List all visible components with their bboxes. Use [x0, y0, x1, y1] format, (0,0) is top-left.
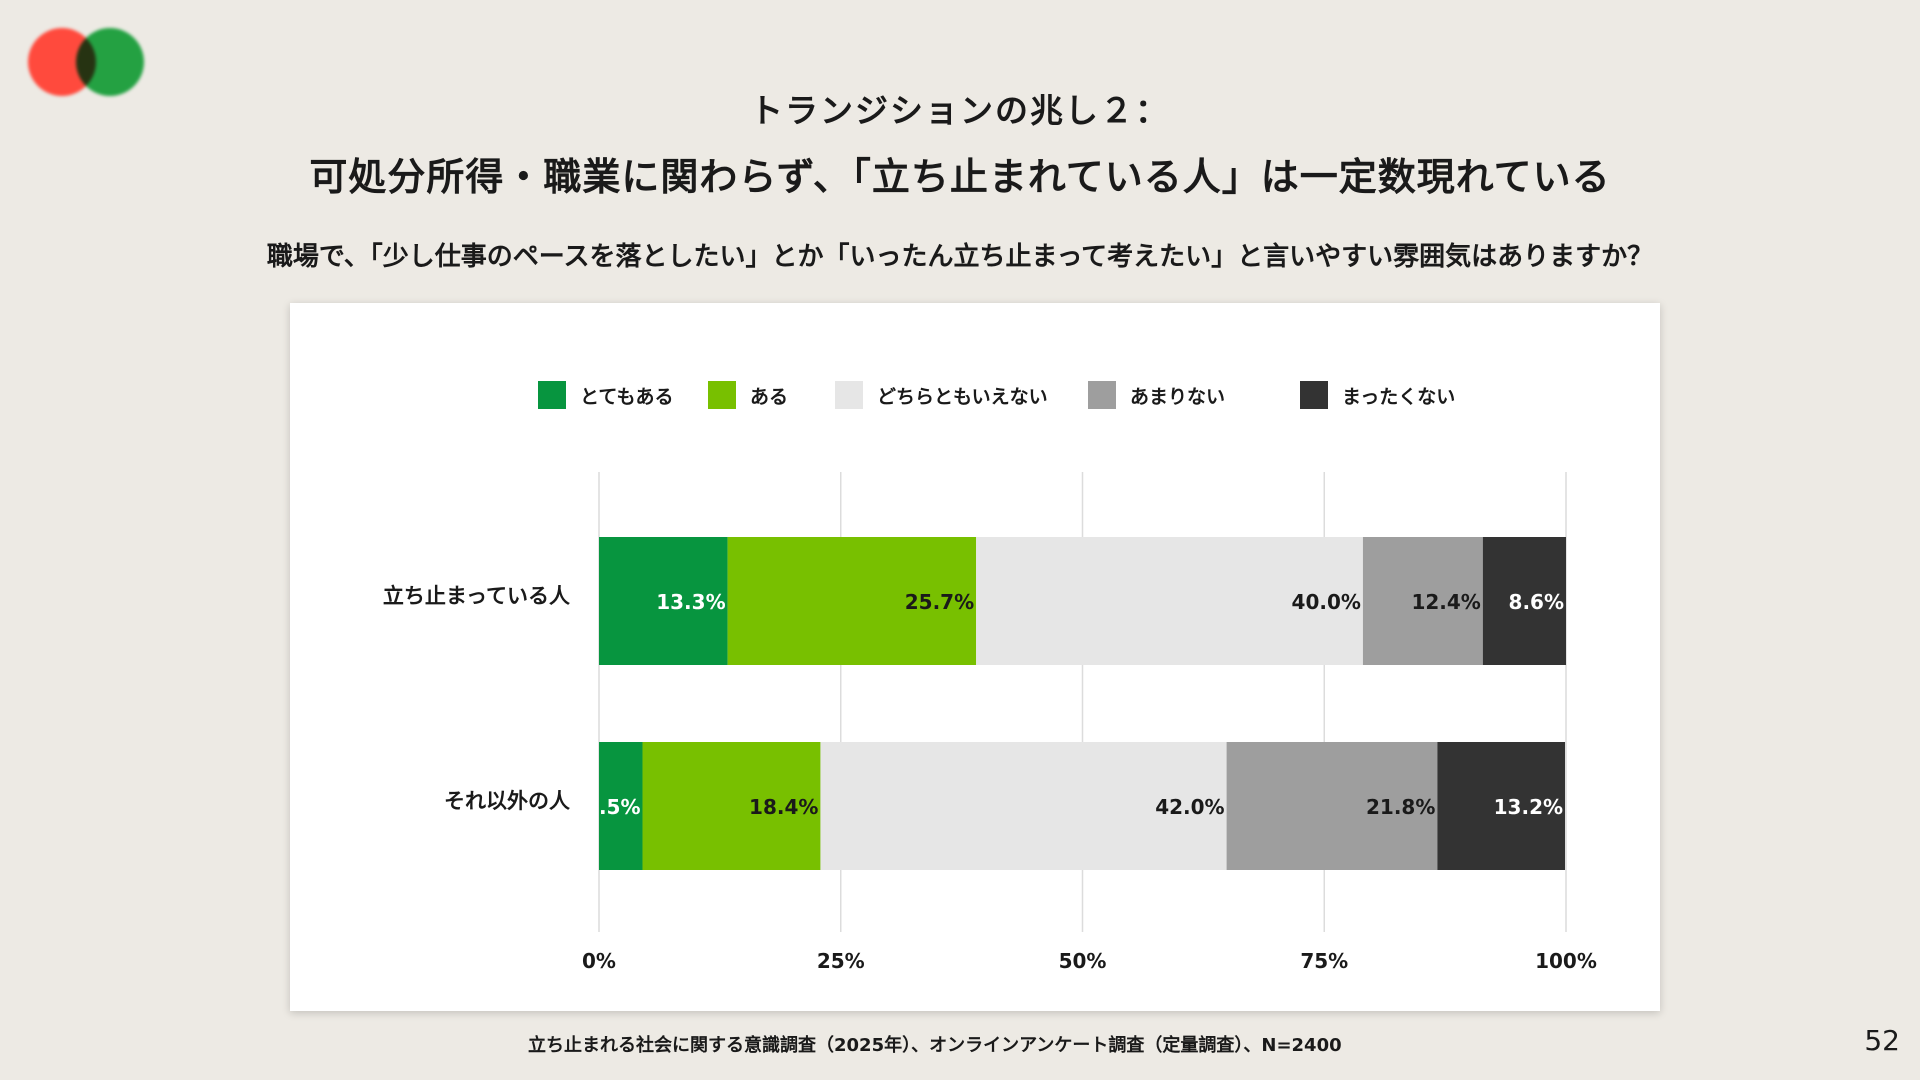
category-label: それ以外の人: [444, 789, 570, 813]
legend-swatch: [835, 381, 863, 409]
data-label: 13.3%: [656, 590, 725, 614]
category-label: 立ち止まっている人: [383, 584, 570, 608]
legend-swatch: [708, 381, 736, 409]
data-label: 13.2%: [1494, 795, 1563, 819]
x-tick-label: 25%: [817, 949, 865, 973]
bar-segment: [1226, 742, 1438, 870]
slide-title-line2: 可処分所得・職業に関わらず、「立ち止まれている人」は一定数現れている: [309, 155, 1611, 199]
legend-label: ある: [750, 385, 789, 408]
logo-green-circle: [76, 28, 144, 96]
bar-segment: [642, 742, 821, 870]
legend-swatch: [1300, 381, 1328, 409]
legend-swatch: [1088, 381, 1116, 409]
legend-item-very-much: とてもある: [538, 380, 673, 410]
x-tick-label: 75%: [1300, 949, 1348, 973]
legend-label: とてもある: [580, 385, 674, 408]
legend-item-yes: ある: [708, 380, 788, 410]
data-label: 4.5%: [585, 795, 640, 819]
data-label: 8.6%: [1509, 590, 1564, 614]
legend-label: まったくない: [1342, 385, 1456, 408]
survey-question: 職場で、「少し仕事のペースを落としたい」とか「いったん立ち止まって考えたい」と言…: [266, 242, 1654, 272]
data-label: 21.8%: [1366, 795, 1435, 819]
x-tick-label: 100%: [1535, 949, 1597, 973]
legend-swatch: [538, 381, 566, 409]
bar-segment: [727, 537, 977, 665]
data-label: 18.4%: [749, 795, 818, 819]
legend-item-not-much: あまりない: [1088, 380, 1225, 410]
legend-label: どちらともいえない: [877, 385, 1048, 408]
data-label: 12.4%: [1411, 590, 1480, 614]
data-label: 25.7%: [905, 590, 974, 614]
legend-label: あまりない: [1130, 385, 1226, 408]
x-tick-label: 50%: [1059, 949, 1107, 973]
bar-segment: [820, 742, 1227, 870]
bar-segment: [1482, 537, 1566, 665]
x-tick-label: 0%: [582, 949, 616, 973]
chart-legend: とてもある ある どちらともいえない あまりない まったくない: [538, 380, 1498, 410]
bar-segment: [599, 742, 643, 870]
data-label: 42.0%: [1155, 795, 1224, 819]
bar-segment: [1437, 742, 1566, 870]
source-note: 立ち止まれる社会に関する意識調査（2025年）、オンラインアンケート調査（定量調…: [528, 1035, 1342, 1056]
legend-item-neutral: どちらともいえない: [835, 380, 1048, 410]
bar-segment: [976, 537, 1363, 665]
legend-item-not-at-all: まったくない: [1300, 380, 1455, 410]
data-label: 40.0%: [1292, 590, 1361, 614]
overlapping-circles-logo-icon: [28, 28, 148, 98]
slide-title-line1: トランジションの兆し２：: [750, 91, 1170, 130]
bar-segment: [1362, 537, 1483, 665]
page-number: 52: [1864, 1024, 1900, 1057]
bar-segment: [599, 537, 728, 665]
